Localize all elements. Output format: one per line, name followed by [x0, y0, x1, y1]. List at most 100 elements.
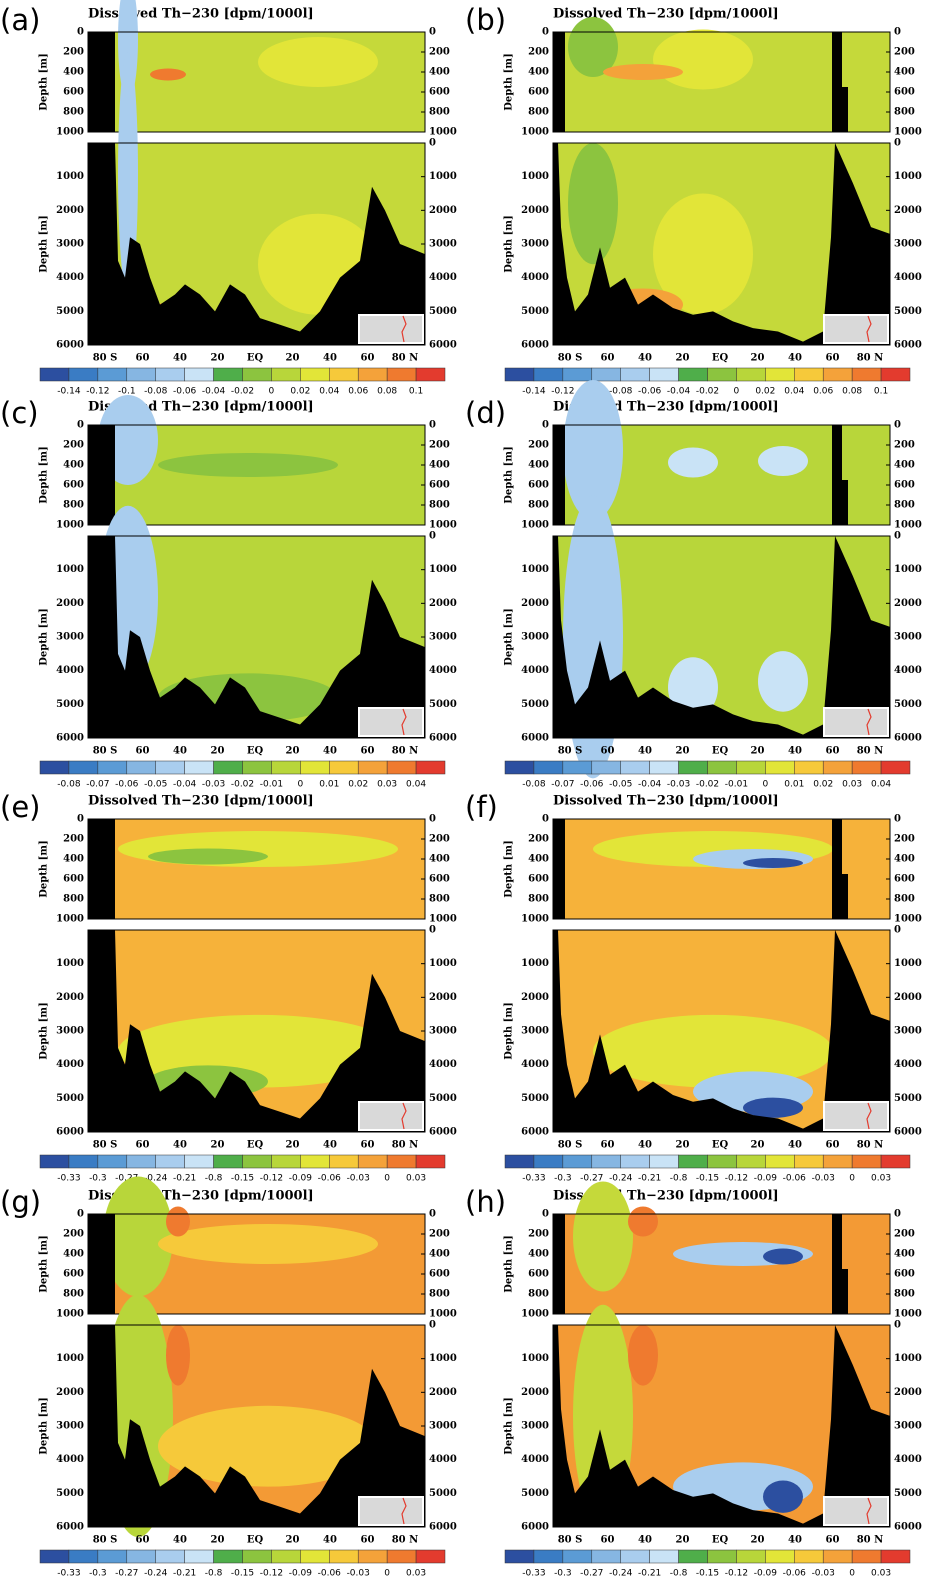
y-tick-label-right: 1000	[894, 1353, 922, 1364]
seafloor	[88, 536, 425, 738]
colorbar-swatch	[822, 1154, 853, 1169]
colorbar-tick-label: -0.06	[115, 780, 139, 790]
contour-region	[118, 831, 398, 867]
y-tick-label: 1000	[521, 171, 549, 182]
y-tick-label-right: 1000	[894, 564, 922, 575]
colorbar-tick-label: -0.04	[173, 780, 197, 790]
y-tick-label: 6000	[56, 340, 84, 351]
colorbar-swatch	[794, 1549, 824, 1564]
colorbar-tick-label: -0.33	[57, 1174, 80, 1184]
y-tick-label: 6000	[56, 733, 84, 744]
x-tick-label: 60	[601, 746, 615, 757]
colorbar-swatch	[126, 760, 156, 775]
colorbar-swatch	[39, 367, 70, 382]
x-tick-label: 60	[361, 746, 375, 757]
colorbar-swatch	[678, 760, 708, 775]
y-axis-label: Depth [m]	[504, 608, 515, 665]
colorbar-tick-label: -0.21	[173, 1174, 196, 1184]
land	[553, 819, 565, 919]
y-tick-label: 1000	[521, 127, 549, 138]
y-tick-label: 2000	[521, 205, 549, 216]
y-tick-label: 3000	[56, 632, 84, 643]
y-tick-label-right: 6000	[429, 1522, 457, 1533]
colorbar-swatch	[678, 1549, 708, 1564]
section-line	[866, 1497, 872, 1525]
colorbar-swatch	[880, 1154, 911, 1169]
y-axis-label: Depth [m]	[39, 53, 50, 110]
y-tick-label: 4000	[521, 665, 549, 676]
colorbar-swatch	[68, 1549, 99, 1564]
y-tick-label-right: 600	[429, 480, 450, 491]
y-tick-label-right: 4000	[894, 665, 922, 676]
colorbar-swatch	[736, 760, 766, 775]
y-tick-label: 1000	[521, 520, 549, 531]
y-tick-label-right: 6000	[894, 1522, 922, 1533]
y-tick-label: 1000	[521, 914, 549, 925]
colorbar-tick-label: -0.3	[554, 1174, 572, 1184]
y-tick-label: 600	[528, 480, 549, 491]
colorbar-swatch	[736, 367, 766, 382]
contour-region	[653, 193, 753, 315]
x-tick-label: 40	[788, 353, 802, 364]
contour-field	[88, 32, 425, 132]
colorbar-swatch	[271, 367, 301, 382]
contour-region	[148, 848, 268, 865]
y-tick-label: 1000	[56, 127, 84, 138]
colorbar-swatch	[851, 1549, 882, 1564]
contour-region	[628, 1325, 658, 1386]
colorbar-tick-label: 0.08	[377, 387, 397, 397]
y-axis-label: Depth [m]	[504, 1002, 515, 1059]
x-tick-label: 60	[136, 746, 150, 757]
colorbar-tick-label: -0.15	[696, 1174, 719, 1184]
colorbar-tick-label: -0.04	[638, 780, 662, 790]
colorbar-tick-label: -0.8	[205, 1174, 223, 1184]
map-inset	[823, 707, 889, 737]
x-tick-label: 20	[676, 1535, 690, 1546]
colorbar-tick-label: -0.14	[57, 387, 81, 397]
y-tick-label: 4000	[56, 1454, 84, 1465]
contour-region	[573, 1181, 633, 1292]
map-inset	[358, 1101, 424, 1131]
y-tick-label: 6000	[521, 1522, 549, 1533]
y-tick-label-right: 800	[894, 894, 915, 905]
colorbar-tick-label: 0.03	[871, 1569, 891, 1579]
panel-title: Dissolved Th−230 [dpm/1000l]	[553, 7, 779, 22]
panel-title: Dissolved Th−230 [dpm/1000l]	[553, 794, 779, 809]
colorbar-swatch	[678, 1154, 708, 1169]
colorbar-tick-label: 0	[849, 1174, 855, 1184]
colorbar-swatch	[213, 367, 243, 382]
y-tick-label-right: 1000	[894, 958, 922, 969]
y-tick-label: 1000	[521, 958, 549, 969]
land	[88, 1214, 115, 1314]
x-tick-label: EQ	[712, 353, 729, 364]
y-tick-label: 0	[77, 1209, 84, 1220]
panel-label: (e)	[0, 790, 40, 824]
colorbar-swatch	[504, 1154, 535, 1169]
colorbar-swatch	[357, 1549, 388, 1564]
y-tick-label-right: 200	[894, 440, 915, 451]
contour-region	[758, 446, 808, 476]
y-tick-label: 1000	[56, 1309, 84, 1320]
y-tick-label-right: 0	[429, 925, 436, 936]
y-tick-label: 600	[528, 1269, 549, 1280]
colorbar-swatch	[765, 760, 795, 775]
colorbar-swatch	[765, 1154, 795, 1169]
x-tick-label: 60	[826, 746, 840, 757]
x-tick-label: 60	[136, 1140, 150, 1151]
colorbar-swatch	[39, 1549, 70, 1564]
colorbar-tick-label: 0	[849, 1569, 855, 1579]
y-tick-label-right: 0	[894, 531, 901, 542]
y-tick-label-right: 6000	[429, 1127, 457, 1138]
colorbar-tick-label: 0	[734, 387, 740, 397]
y-tick-label-right: 1000	[894, 520, 922, 531]
y-tick-label: 3000	[521, 239, 549, 250]
map-inset	[823, 314, 889, 344]
contour-region	[668, 657, 718, 718]
y-tick-label-right: 4000	[429, 272, 457, 283]
colorbar-swatch	[300, 1154, 330, 1169]
x-tick-label: 20	[676, 1140, 690, 1151]
colorbar-swatch	[242, 1549, 272, 1564]
x-tick-label: 60	[136, 353, 150, 364]
y-tick-label: 600	[63, 1269, 84, 1280]
colorbar-swatch	[533, 760, 564, 775]
